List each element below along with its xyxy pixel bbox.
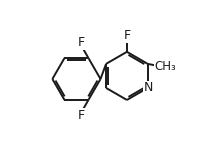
Text: F: F xyxy=(78,109,85,122)
Text: N: N xyxy=(144,81,153,94)
Text: F: F xyxy=(123,29,131,42)
Text: CH₃: CH₃ xyxy=(154,60,176,73)
Text: F: F xyxy=(78,36,85,49)
